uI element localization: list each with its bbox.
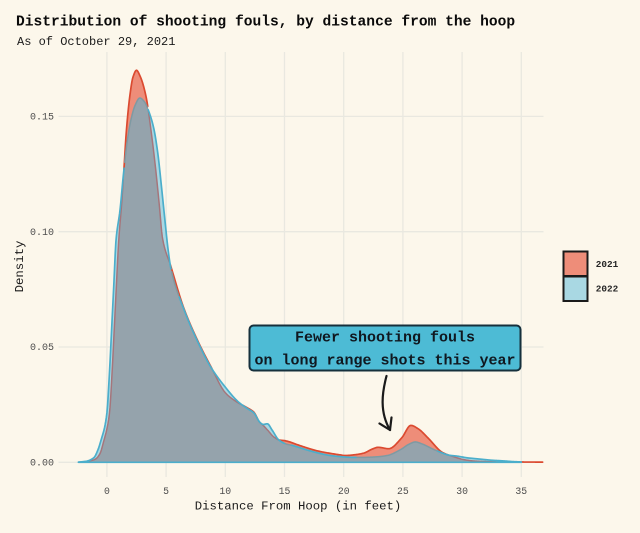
svg-text:0.05: 0.05 bbox=[30, 343, 54, 354]
svg-text:35: 35 bbox=[515, 486, 527, 497]
svg-text:0.15: 0.15 bbox=[30, 113, 54, 124]
svg-text:Distance From Hoop (in feet): Distance From Hoop (in feet) bbox=[195, 500, 402, 514]
svg-text:10: 10 bbox=[219, 486, 231, 497]
svg-text:15: 15 bbox=[279, 486, 291, 497]
svg-text:2021: 2021 bbox=[596, 259, 619, 270]
svg-text:0.10: 0.10 bbox=[30, 228, 54, 239]
svg-text:20: 20 bbox=[338, 486, 350, 497]
svg-text:0: 0 bbox=[104, 486, 110, 497]
svg-text:Distribution of shooting fouls: Distribution of shooting fouls, by dista… bbox=[16, 15, 515, 31]
svg-text:30: 30 bbox=[456, 486, 468, 497]
svg-text:Density: Density bbox=[13, 241, 27, 293]
svg-text:5: 5 bbox=[163, 486, 169, 497]
svg-text:As of October 29, 2021: As of October 29, 2021 bbox=[17, 35, 175, 49]
svg-text:2022: 2022 bbox=[596, 283, 619, 294]
svg-text:on long range shots this year: on long range shots this year bbox=[254, 352, 515, 369]
svg-text:Fewer shooting fouls: Fewer shooting fouls bbox=[295, 329, 475, 346]
svg-text:25: 25 bbox=[397, 486, 409, 497]
svg-text:0.00: 0.00 bbox=[30, 459, 54, 470]
